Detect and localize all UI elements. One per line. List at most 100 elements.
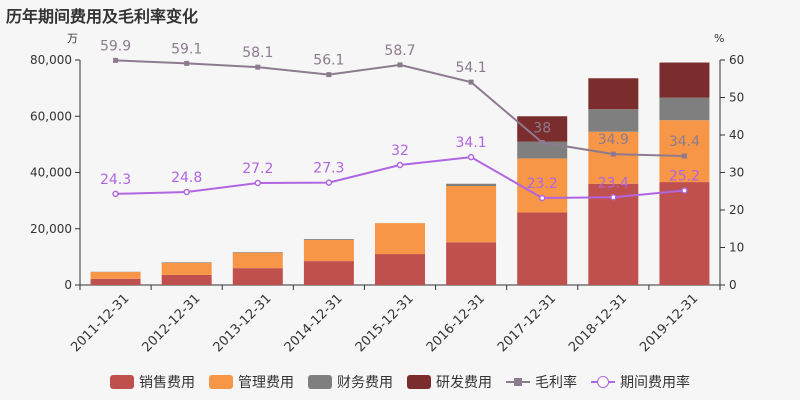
bar-admin xyxy=(232,252,283,269)
bar-sales xyxy=(375,254,425,285)
legend-item-gross[interactable]: 毛利率 xyxy=(506,372,577,392)
right-tick-label: 50 xyxy=(729,91,744,105)
point-period xyxy=(396,161,404,169)
x-tick-label: 2017-12-31 xyxy=(495,291,559,355)
bar-admin xyxy=(90,272,141,279)
data-label-period: 27.2 xyxy=(242,161,273,177)
point-period xyxy=(183,188,190,196)
bar-sales xyxy=(161,274,212,285)
left-tick-label: 40,000 xyxy=(30,166,72,180)
x-tick-label: 2013-12-31 xyxy=(211,291,275,355)
legend-label: 期间费用率 xyxy=(620,375,690,391)
x-tick-label: 2015-12-31 xyxy=(353,291,417,355)
left-tick-label: 20,000 xyxy=(30,222,72,236)
bar-admin xyxy=(588,131,639,184)
bar-admin xyxy=(446,186,497,243)
legend-item-rnd[interactable]: 研发费用 xyxy=(407,372,492,392)
legend-line-key xyxy=(506,375,530,389)
x-tick-label: 2019-12-31 xyxy=(637,291,701,355)
point-period xyxy=(681,187,688,194)
bar-admin xyxy=(375,223,425,255)
data-label-period: 24.3 xyxy=(100,172,131,188)
point-gross xyxy=(610,151,616,157)
right-tick-label: 30 xyxy=(729,166,744,180)
data-label-gross: 54.1 xyxy=(456,60,487,76)
bar-finance xyxy=(446,183,497,186)
bar-admin xyxy=(659,120,710,183)
data-label-gross: 38 xyxy=(533,121,551,137)
legend-label: 研发费用 xyxy=(436,375,492,391)
legend-label: 销售费用 xyxy=(139,375,195,391)
left-tick-label: 60,000 xyxy=(30,109,72,123)
left-tick-label: 80,000 xyxy=(30,53,72,67)
right-tick-label: 10 xyxy=(729,241,744,255)
point-gross xyxy=(539,140,545,145)
bar-finance xyxy=(659,97,710,121)
point-gross xyxy=(255,64,261,70)
legend-line-key xyxy=(591,375,615,389)
data-label-period: 23.2 xyxy=(527,176,558,192)
bar-rnd xyxy=(659,62,710,98)
legend-swatch xyxy=(407,375,431,389)
point-gross xyxy=(397,62,403,68)
right-tick-label: 0 xyxy=(729,278,737,292)
right-tick-label: 20 xyxy=(729,203,744,217)
legend: 销售费用 管理费用 财务费用 研发费用 毛利率 期间费用率 xyxy=(0,372,800,392)
data-label-period: 25.2 xyxy=(669,169,700,185)
point-period xyxy=(112,190,119,198)
x-tick-label: 2014-12-31 xyxy=(282,291,346,355)
legend-item-admin[interactable]: 管理费用 xyxy=(209,372,294,392)
data-label-gross: 56.1 xyxy=(313,53,344,69)
data-label-gross: 59.1 xyxy=(171,41,202,57)
data-label-period: 27.3 xyxy=(313,161,344,177)
point-period xyxy=(610,194,617,201)
right-unit-label: % xyxy=(714,32,724,45)
bar-finance xyxy=(588,109,639,132)
bar-sales xyxy=(90,278,141,285)
data-label-gross: 58.1 xyxy=(242,45,273,61)
bar-finance xyxy=(161,262,212,263)
legend-label: 财务费用 xyxy=(337,375,393,391)
point-gross xyxy=(184,60,190,66)
bar-sales xyxy=(303,261,354,285)
legend-swatch xyxy=(308,375,332,389)
legend-label: 管理费用 xyxy=(238,375,294,391)
point-gross xyxy=(681,153,687,159)
bar-finance xyxy=(232,252,283,253)
bar-sales xyxy=(588,183,639,285)
legend-item-period[interactable]: 期间费用率 xyxy=(591,372,690,392)
x-tick-label: 2012-12-31 xyxy=(139,291,203,355)
right-tick-label: 40 xyxy=(729,128,744,142)
point-gross xyxy=(326,72,332,78)
point-gross xyxy=(468,79,474,85)
point-period xyxy=(538,194,546,202)
data-label-gross: 59.9 xyxy=(100,38,131,54)
left-tick-label: 0 xyxy=(64,278,72,292)
left-unit-label: 万 xyxy=(67,32,78,45)
bar-finance xyxy=(517,141,568,159)
bar-admin xyxy=(517,158,568,213)
bar-admin xyxy=(303,240,354,262)
bar-sales xyxy=(517,212,568,285)
data-label-gross: 34.4 xyxy=(669,134,700,150)
x-tick-label: 2018-12-31 xyxy=(566,291,630,355)
x-tick-label: 2011-12-31 xyxy=(68,291,132,355)
legend-item-finance[interactable]: 财务费用 xyxy=(308,372,393,392)
point-gross xyxy=(113,57,119,63)
right-tick-label: 60 xyxy=(729,53,744,67)
data-label-period: 34.1 xyxy=(456,135,487,151)
legend-item-sales[interactable]: 销售费用 xyxy=(110,372,195,392)
x-tick-label: 2016-12-31 xyxy=(424,291,488,355)
data-label-gross: 34.9 xyxy=(598,132,629,148)
data-label-period: 32 xyxy=(391,143,409,159)
bar-sales xyxy=(446,242,497,285)
legend-swatch xyxy=(209,375,233,389)
data-label-gross: 58.7 xyxy=(384,43,415,59)
bar-finance xyxy=(303,239,354,240)
data-label-period: 23.4 xyxy=(598,175,629,191)
data-label-period: 24.8 xyxy=(171,170,202,186)
legend-swatch xyxy=(110,375,134,389)
point-period xyxy=(325,179,333,186)
